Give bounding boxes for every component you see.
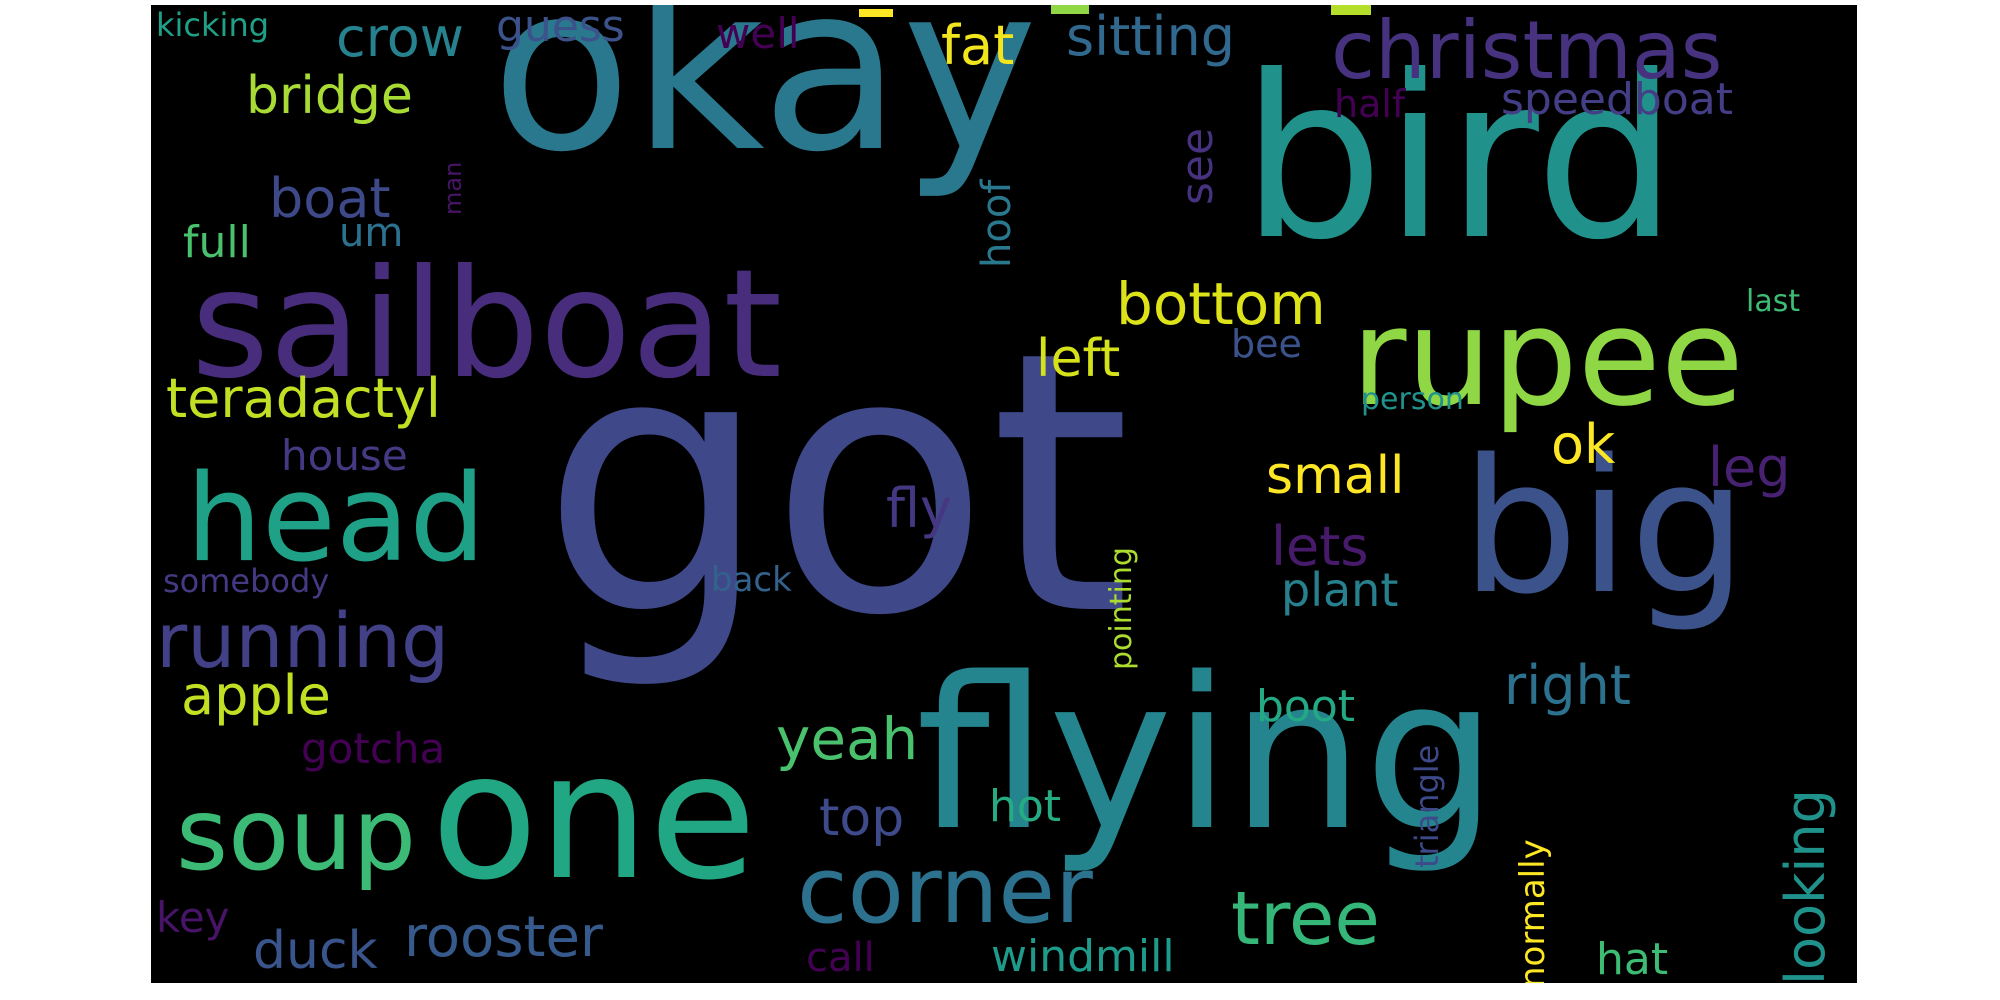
word-bird: bird xyxy=(1241,28,1678,290)
word-last: last xyxy=(1746,284,1801,319)
word-hoof: hoof xyxy=(974,179,1020,268)
word-apple: apple xyxy=(181,664,331,727)
word-somebody: somebody xyxy=(163,562,330,600)
word-cloud: got okay bird sailboat flying one rupee … xyxy=(151,5,1857,983)
word-leg: leg xyxy=(1708,436,1791,499)
word-triangle: triangle xyxy=(1408,744,1446,868)
word-call: call xyxy=(806,935,875,981)
word-okay: okay xyxy=(491,5,1038,203)
word-um: um xyxy=(339,210,404,256)
word-house: house xyxy=(281,431,408,480)
word-key: key xyxy=(156,893,230,942)
word-ok: ok xyxy=(1551,413,1616,476)
word-got: got xyxy=(541,275,1131,694)
word-sitting: sitting xyxy=(1066,5,1235,68)
word-top: top xyxy=(819,788,905,848)
word-normally: normally xyxy=(1513,839,1553,983)
word-plant: plant xyxy=(1281,563,1399,617)
blob-dash-3 xyxy=(1331,5,1371,15)
word-hat: hat xyxy=(1596,934,1669,983)
word-duck: duck xyxy=(253,921,378,981)
word-yeah: yeah xyxy=(776,705,919,773)
word-bee: bee xyxy=(1231,322,1302,366)
word-soup: soup xyxy=(176,776,417,893)
word-boat: boat xyxy=(269,167,391,230)
word-well: well xyxy=(716,9,800,58)
word-see: see xyxy=(1172,127,1223,205)
word-flying: flying xyxy=(916,632,1498,877)
word-sailboat: sailboat xyxy=(191,238,783,412)
blob-dash-1 xyxy=(859,9,893,17)
word-bottom: bottom xyxy=(1116,270,1326,338)
word-big: big xyxy=(1461,419,1748,635)
word-pointing: pointing xyxy=(1104,547,1139,670)
word-windmill: windmill xyxy=(991,931,1175,982)
word-kicking: kicking xyxy=(156,6,270,44)
word-speedboat: speedboat xyxy=(1501,74,1733,125)
word-full: full xyxy=(183,217,251,268)
word-right: right xyxy=(1504,654,1631,717)
word-one: one xyxy=(431,716,757,919)
word-guess: guess xyxy=(496,5,625,52)
word-person: person xyxy=(1361,382,1464,417)
word-left: left xyxy=(1036,329,1121,389)
word-hot: hot xyxy=(989,781,1062,832)
word-fat: fat xyxy=(941,14,1015,77)
word-looking: looking xyxy=(1774,789,1837,983)
word-running: running xyxy=(156,596,450,685)
word-half: half xyxy=(1334,82,1406,126)
word-corner: corner xyxy=(797,837,1093,944)
word-back: back xyxy=(711,560,792,600)
word-gotcha: gotcha xyxy=(301,724,446,773)
word-teradactyl: teradactyl xyxy=(166,367,441,430)
word-man: man xyxy=(439,161,467,215)
word-tree: tree xyxy=(1231,876,1380,962)
word-head: head xyxy=(186,450,486,589)
word-boot: boot xyxy=(1256,681,1356,732)
word-bridge: bridge xyxy=(246,66,413,126)
word-rupee: rupee xyxy=(1351,279,1744,436)
word-fly: fly xyxy=(886,477,952,540)
word-crow: crow xyxy=(336,6,464,69)
word-christmas: christmas xyxy=(1331,5,1723,97)
blob-dash-2 xyxy=(1051,5,1089,14)
word-small: small xyxy=(1266,446,1405,506)
word-lets: lets xyxy=(1271,515,1369,578)
word-rooster: rooster xyxy=(404,905,603,970)
